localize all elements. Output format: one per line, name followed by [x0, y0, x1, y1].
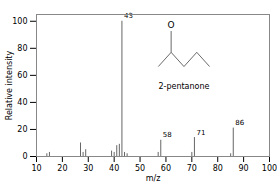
svg-text:60: 60	[161, 164, 171, 173]
svg-text:71: 71	[196, 129, 205, 137]
svg-text:70: 70	[187, 164, 197, 173]
svg-text:Relative intensity: Relative intensity	[5, 50, 14, 120]
svg-text:30: 30	[83, 164, 93, 173]
svg-text:100: 100	[12, 17, 27, 26]
svg-text:O: O	[168, 20, 175, 30]
svg-text:50: 50	[135, 164, 145, 173]
svg-text:40: 40	[109, 164, 119, 173]
svg-text:43: 43	[124, 12, 133, 20]
svg-text:80: 80	[213, 164, 223, 173]
svg-text:60: 60	[17, 71, 27, 80]
svg-text:20: 20	[17, 125, 27, 134]
svg-text:80: 80	[17, 44, 27, 53]
svg-text:10: 10	[31, 164, 41, 173]
svg-text:100: 100	[262, 164, 277, 173]
svg-text:40: 40	[17, 98, 27, 107]
svg-text:m/z: m/z	[146, 174, 161, 182]
svg-text:0: 0	[22, 152, 27, 161]
svg-text:58: 58	[163, 131, 172, 139]
svg-text:20: 20	[57, 164, 67, 173]
svg-text:2-pentanone: 2-pentanone	[158, 82, 209, 91]
svg-text:86: 86	[235, 119, 244, 127]
svg-text:90: 90	[239, 164, 249, 173]
